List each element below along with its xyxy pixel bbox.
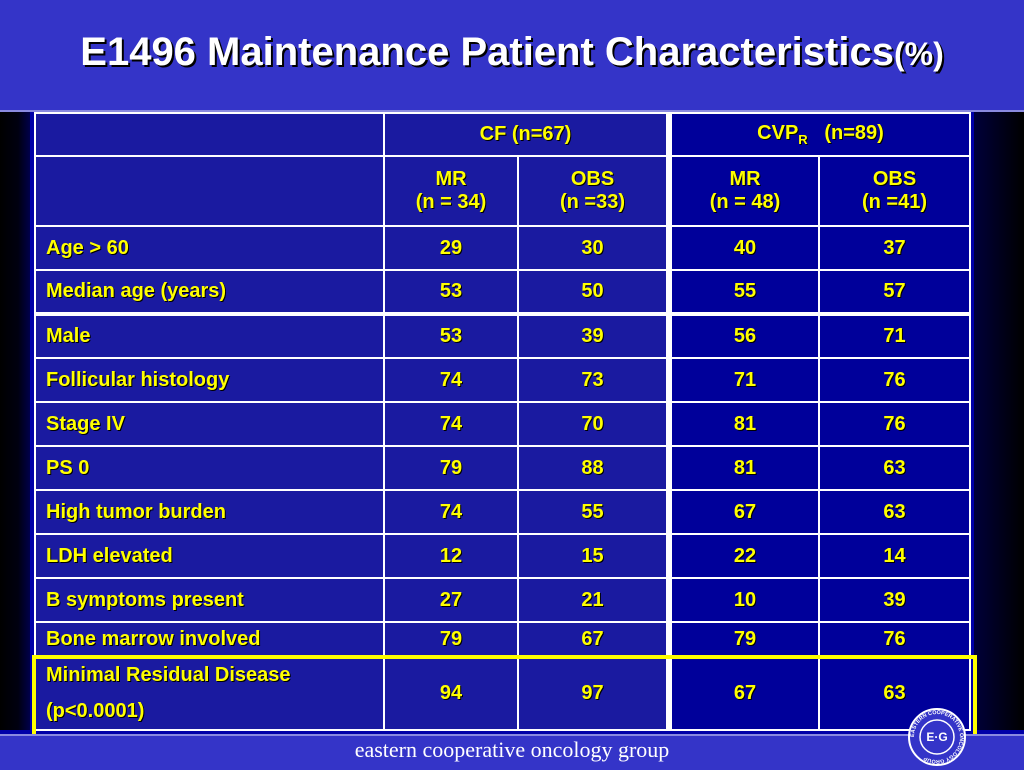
subheader-n: (n = 34) [415, 191, 487, 213]
subheader-label: OBS [872, 168, 917, 190]
cell-value: 22 [666, 533, 820, 579]
table-row: Age > 60 29 30 40 37 [34, 225, 971, 271]
cell-value: 57 [818, 269, 971, 315]
cell-value: 55 [666, 269, 820, 315]
cvp-group-header: CVPR (n=89) [666, 112, 971, 157]
cell-value: 21 [517, 577, 670, 623]
footer-text: eastern cooperative oncology group [354, 737, 670, 762]
row-label: PS 0 [34, 445, 385, 491]
cell-value: 79 [383, 445, 519, 491]
cell-value: 53 [383, 312, 519, 359]
cell-value: 63 [818, 445, 971, 491]
cell-value: 67 [666, 489, 820, 535]
cell-value: 76 [818, 357, 971, 403]
row-label: Age > 60 [34, 225, 385, 271]
title-main: E1496 Maintenance Patient Characteristic… [80, 30, 894, 74]
table-row: Stage IV 74 70 81 76 [34, 401, 971, 447]
highlight-row: Minimal Residual Disease (p<0.0001) 94 97… [34, 655, 971, 731]
table-row: Follicular histology 74 73 71 76 [34, 357, 971, 403]
cell-value: 15 [517, 533, 670, 579]
cf-group-header: CF (n=67) [383, 112, 670, 157]
subheader-label: OBS [570, 168, 615, 190]
subheader-cf-obs: OBS (n =33) [517, 155, 670, 227]
cell-value: 37 [818, 225, 971, 271]
cvp-suffix: (n=89) [807, 122, 884, 144]
cvp-subscript: R [798, 132, 808, 147]
subheader-blank-cell [34, 155, 385, 227]
left-decor-bar [0, 112, 30, 730]
subheader-cvp-obs: OBS (n =41) [818, 155, 971, 227]
table-row: Male 53 39 56 71 [34, 312, 971, 359]
row-label: Stage IV [34, 401, 385, 447]
subheader-n: (n = 48) [709, 191, 781, 213]
cell-value: 79 [383, 621, 519, 657]
subheader-row: MR (n = 34) OBS (n =33) MR (n = 48) OBS (n =… [34, 155, 971, 227]
cell-value: 39 [517, 312, 670, 359]
highlight-label-line1: Minimal Residual Disease [46, 664, 291, 686]
subheader-label: MR [729, 168, 761, 190]
cell-value: 76 [818, 621, 971, 657]
cell-value: 76 [818, 401, 971, 447]
cell-value: 94 [383, 655, 519, 731]
row-label: Male [34, 312, 385, 359]
cell-value: 53 [383, 269, 519, 315]
cell-value: 81 [666, 401, 820, 447]
cell-value: 12 [383, 533, 519, 579]
table-row: High tumor burden 74 55 67 63 [34, 489, 971, 535]
row-label: LDH elevated [34, 533, 385, 579]
cell-value: 70 [517, 401, 670, 447]
subheader-n: (n =41) [861, 191, 928, 213]
cell-value: 29 [383, 225, 519, 271]
patient-characteristics-table: CF (n=67) CVPR (n=89) MR (n = 34) OBS (n =… [34, 112, 971, 731]
ecog-logo-icon: EASTERN COOPERATIVE ONCOLOGY GROUP E·G [908, 708, 966, 766]
group-header-row: CF (n=67) CVPR (n=89) [34, 112, 971, 157]
cell-value: 40 [666, 225, 820, 271]
cell-value: 14 [818, 533, 971, 579]
subheader-cf-mr: MR (n = 34) [383, 155, 519, 227]
cell-value: 10 [666, 577, 820, 623]
header-blank-cell [34, 112, 385, 157]
table-row: LDH elevated 12 15 22 14 [34, 533, 971, 579]
cell-value: 67 [666, 655, 820, 731]
slide-title: E1496 Maintenance Patient Characteristic… [0, 30, 1024, 75]
subheader-cvp-mr: MR (n = 48) [666, 155, 820, 227]
cell-value: 56 [666, 312, 820, 359]
subheader-n: (n =33) [559, 191, 626, 213]
cell-value: 55 [517, 489, 670, 535]
highlight-label-line2: (p<0.0001) [46, 700, 145, 722]
row-label: Follicular histology [34, 357, 385, 403]
row-label: High tumor burden [34, 489, 385, 535]
highlight-row-label: Minimal Residual Disease (p<0.0001) [34, 655, 385, 731]
cell-value: 79 [666, 621, 820, 657]
row-label: Bone marrow involved [34, 621, 385, 657]
cell-value: 50 [517, 269, 670, 315]
cell-value: 74 [383, 357, 519, 403]
cell-value: 74 [383, 401, 519, 447]
cell-value: 71 [818, 312, 971, 359]
table-row: Median age (years) 53 50 55 57 [34, 269, 971, 315]
title-suffix: (%) [893, 36, 944, 72]
cell-value: 63 [818, 489, 971, 535]
cell-value: 39 [818, 577, 971, 623]
title-band [0, 0, 1024, 112]
cell-value: 30 [517, 225, 670, 271]
cell-value: 81 [666, 445, 820, 491]
cell-value: 74 [383, 489, 519, 535]
cell-value: 88 [517, 445, 670, 491]
subheader-label: MR [435, 168, 467, 190]
logo-mark: E·G [926, 730, 947, 744]
cvp-prefix: CVP [757, 122, 799, 144]
cell-value: 71 [666, 357, 820, 403]
table-row: PS 0 79 88 81 63 [34, 445, 971, 491]
table-row: Bone marrow involved 79 67 79 76 [34, 621, 971, 657]
right-decor-bar [974, 112, 1024, 730]
table-row: B symptoms present 27 21 10 39 [34, 577, 971, 623]
cell-value: 27 [383, 577, 519, 623]
row-label: Median age (years) [34, 269, 385, 315]
cell-value: 67 [517, 621, 670, 657]
mrd-highlight-box [32, 655, 977, 739]
footer-band [0, 734, 1024, 770]
row-label: B symptoms present [34, 577, 385, 623]
cell-value: 73 [517, 357, 670, 403]
